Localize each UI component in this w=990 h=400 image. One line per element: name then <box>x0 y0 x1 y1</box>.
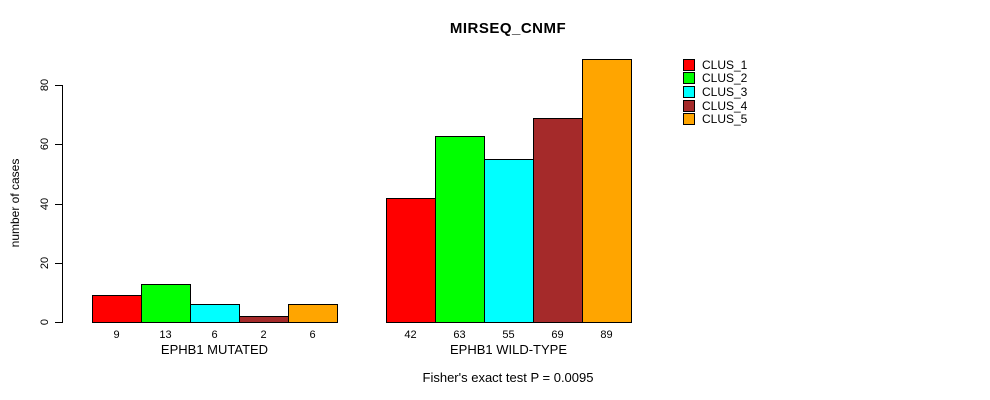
bar-value-label: 89 <box>600 329 613 341</box>
bar-clus_4-1 <box>239 316 289 323</box>
bar-value-label: 13 <box>159 329 172 341</box>
bar-clus_5-1 <box>288 304 338 323</box>
bar-clus_1-2 <box>386 198 436 323</box>
y-tick-mark <box>55 144 62 146</box>
bar-clus_1-1 <box>92 295 142 323</box>
legend-item-clus_5: CLUS_5 <box>683 112 747 126</box>
legend-swatch-clus_3 <box>683 85 695 98</box>
y-tick-label: 40 <box>39 197 51 210</box>
legend: CLUS_1 CLUS_2 CLUS_3 CLUS_4 CLUS_5 <box>683 58 747 126</box>
bar-clus_4-2 <box>533 118 583 323</box>
bar-value-label: 6 <box>309 329 316 341</box>
y-tick-label: 60 <box>39 138 51 151</box>
bar-value-label: 9 <box>113 329 120 341</box>
legend-label: CLUS_4 <box>702 98 748 113</box>
legend-item-clus_1: CLUS_1 <box>683 58 747 72</box>
y-tick-mark <box>55 322 62 323</box>
bar-value-label: 55 <box>502 329 515 341</box>
y-axis-line <box>62 85 63 323</box>
chart-title: MIRSEQ_CNMF <box>449 20 567 37</box>
y-tick-label: 0 <box>39 318 51 326</box>
y-tick-mark <box>55 85 62 87</box>
legend-label: CLUS_1 <box>702 57 748 72</box>
bar-clus_2-2 <box>435 136 485 323</box>
legend-item-clus_4: CLUS_4 <box>683 99 747 113</box>
bar-value-label: 2 <box>260 329 267 341</box>
bar-value-label: 42 <box>404 329 417 341</box>
legend-item-clus_3: CLUS_3 <box>683 85 747 99</box>
bar-clus_5-2 <box>582 59 632 323</box>
category-label: EPHB1 WILD-TYPE <box>449 342 568 357</box>
annotation-text: Fisher's exact test P = 0.0095 <box>422 370 594 385</box>
legend-label: CLUS_2 <box>702 71 748 86</box>
bar-value-label: 69 <box>551 329 564 341</box>
y-tick-label: 20 <box>39 256 51 269</box>
legend-swatch-clus_4 <box>683 99 695 112</box>
legend-label: CLUS_3 <box>702 84 748 99</box>
legend-item-clus_2: CLUS_2 <box>683 71 748 86</box>
legend-swatch-clus_2 <box>683 72 695 85</box>
bar-clus_3-1 <box>190 304 240 323</box>
bar-clus_3-2 <box>484 159 534 323</box>
bar-clus_2-1 <box>141 284 191 323</box>
y-axis-label: number of cases <box>8 158 22 248</box>
bar-value-label: 6 <box>211 329 218 341</box>
y-tick-mark <box>55 262 62 264</box>
legend-swatch-clus_5 <box>683 113 695 126</box>
legend-swatch-clus_1 <box>683 58 695 71</box>
legend-label: CLUS_5 <box>702 112 748 127</box>
bar-value-label: 63 <box>453 329 466 341</box>
category-label: EPHB1 MUTATED <box>160 342 269 357</box>
y-tick-mark <box>55 203 62 205</box>
y-tick-label: 80 <box>39 79 51 92</box>
